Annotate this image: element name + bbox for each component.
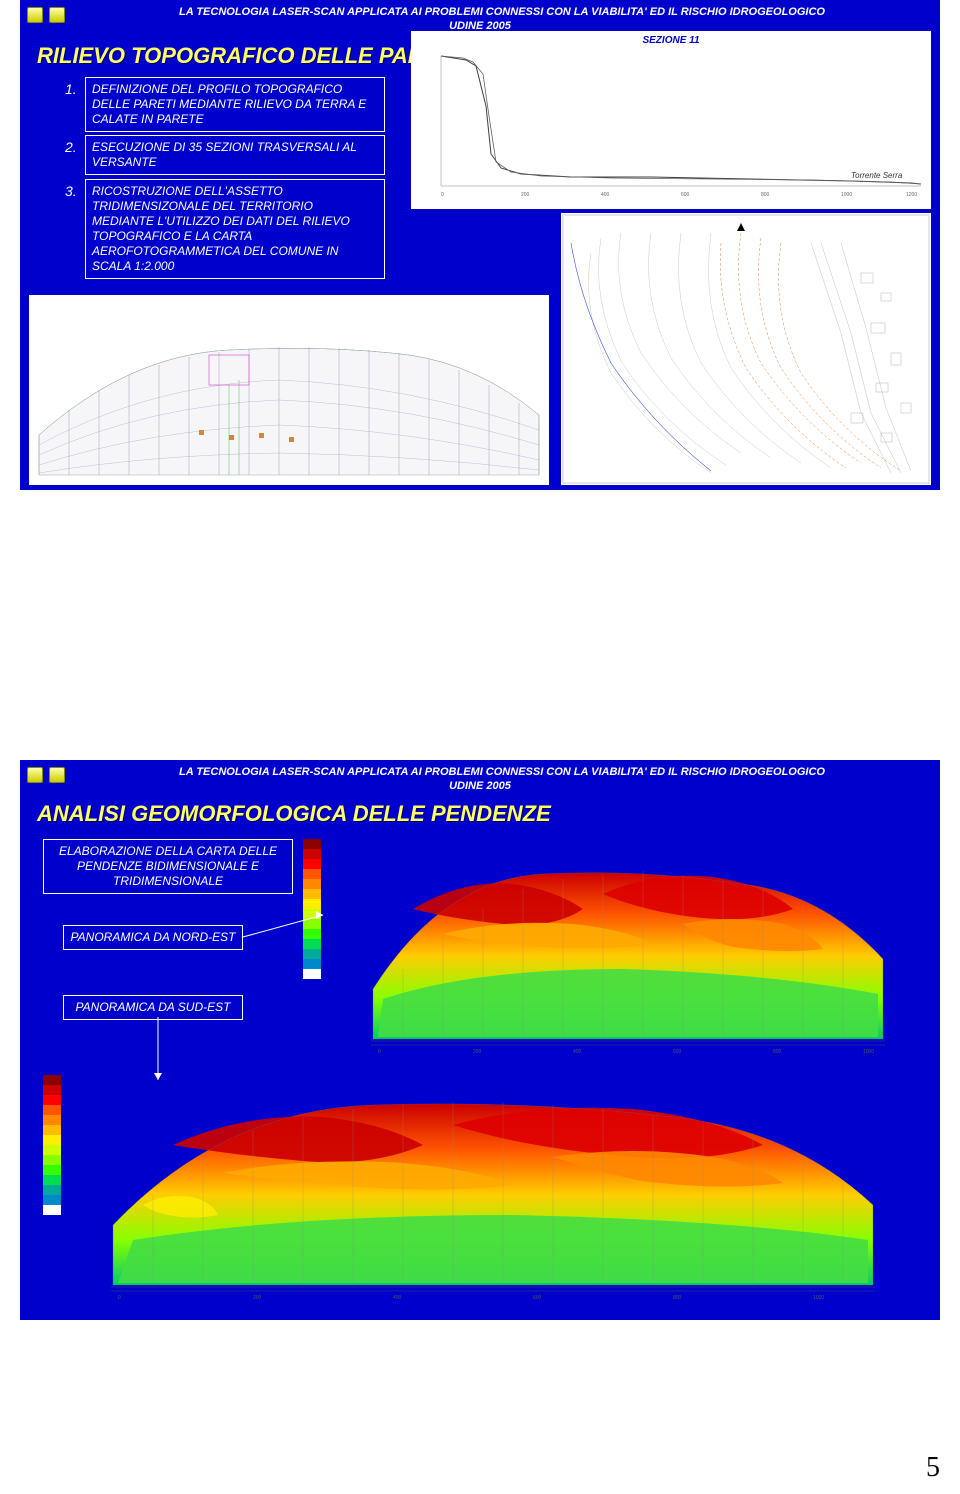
profile-line-2 [441,56,921,184]
bullet-icon [49,767,65,783]
slide2-box2: PANORAMICA DA NORD-EST [63,925,243,950]
svg-text:1000: 1000 [813,1295,824,1301]
svg-text:200: 200 [473,1049,482,1055]
slide2-box3-text: PANORAMICA DA SUD-EST [76,1000,231,1014]
svg-text:400: 400 [601,192,610,198]
profile-chart-svg: Torrente Serra 0 200 400 600 800 1000 1200 [411,46,931,206]
slide2-box1: ELABORAZIONE DELLA CARTA DELLE PENDENZE … [43,839,293,894]
wireframe-svg [29,295,549,485]
bullet-icon [27,7,43,23]
svg-text:400: 400 [393,1295,402,1301]
svg-text:1000: 1000 [841,192,852,198]
slide1-body: RILIEVO TOPOGRAFICO DELLE PARETI 1. DEFI… [23,35,937,485]
bullet-icon [49,7,65,23]
heatmap-nordest: 0 200 400 600 800 1000 [323,839,923,1064]
svg-text:600: 600 [681,192,690,198]
slide2-box2-text: PANORAMICA DA NORD-EST [71,930,236,944]
heatmap-sudest: 0 200 400 600 800 1000 [73,1075,913,1310]
slide2-title: ANALISI GEOMORFOLOGICA DELLE PENDENZE [37,801,551,827]
page-number: 5 [926,1452,940,1484]
item-box-3: RICOSTRUZIONE DELL'ASSETTO TRIDIMENSIZON… [85,179,385,279]
svg-text:600: 600 [673,1049,682,1055]
section-chart: SEZIONE 11 Torrente Serra 0 200 400 600 800… [411,31,931,209]
chart-title: SEZIONE 11 [411,35,931,46]
svg-text:0: 0 [118,1295,121,1301]
slide-header-2: LA TECNOLOGIA LASER-SCAN APPLICATA AI PR… [23,763,937,795]
svg-text:600: 600 [533,1295,542,1301]
axis-label-right: Torrente Serra [851,171,903,180]
item-box-2: ESECUZIONE DI 35 SEZIONI TRASVERSALI AL … [85,135,385,175]
svg-text:1200: 1200 [906,192,917,198]
item-text-1: DEFINIZIONE DEL PROFILO TOPOGRAFICO DELL… [92,82,366,126]
header-line1: LA TECNOLOGIA LASER-SCAN APPLICATA AI PR… [71,6,933,19]
slope-legend-1 [303,839,321,979]
svg-text:0: 0 [378,1049,381,1055]
bullet-icon [27,767,43,783]
svg-text:200: 200 [253,1295,262,1301]
item-text-2: ESECUZIONE DI 35 SEZIONI TRASVERSALI AL … [92,140,357,169]
item-num-2: 2. [65,139,77,155]
slide-1: LA TECNOLOGIA LASER-SCAN APPLICATA AI PR… [20,0,940,490]
item-num-3: 3. [65,183,77,199]
contour-map-panel [561,213,931,485]
slide2-box3: PANORAMICA DA SUD-EST [63,995,243,1020]
svg-text:1000: 1000 [863,1049,874,1055]
profile-line-1 [441,56,921,184]
slope-legend-2 [43,1075,61,1215]
svg-text:800: 800 [761,192,770,198]
header2-line1: LA TECNOLOGIA LASER-SCAN APPLICATA AI PR… [71,766,933,779]
slide2-box1-text: ELABORAZIONE DELLA CARTA DELLE PENDENZE … [59,844,277,888]
x-ticks: 0 200 400 600 800 1000 1200 [441,192,917,198]
item-num-1: 1. [65,81,77,97]
slide-2: LA TECNOLOGIA LASER-SCAN APPLICATA AI PR… [20,760,940,1320]
header2-line2: UDINE 2005 [27,780,933,793]
contour-map-svg [561,213,931,485]
slide1-title: RILIEVO TOPOGRAFICO DELLE PARETI [37,43,458,69]
item-box-1: DEFINIZIONE DEL PROFILO TOPOGRAFICO DELL… [85,77,385,132]
svg-text:200: 200 [521,192,530,198]
slide2-body: ANALISI GEOMORFOLOGICA DELLE PENDENZE EL… [23,795,937,1315]
svg-text:800: 800 [673,1295,682,1301]
item-text-3: RICOSTRUZIONE DELL'ASSETTO TRIDIMENSIZON… [92,184,350,273]
wireframe-3d-panel [29,295,549,485]
svg-text:0: 0 [441,192,444,198]
svg-text:800: 800 [773,1049,782,1055]
svg-text:400: 400 [573,1049,582,1055]
